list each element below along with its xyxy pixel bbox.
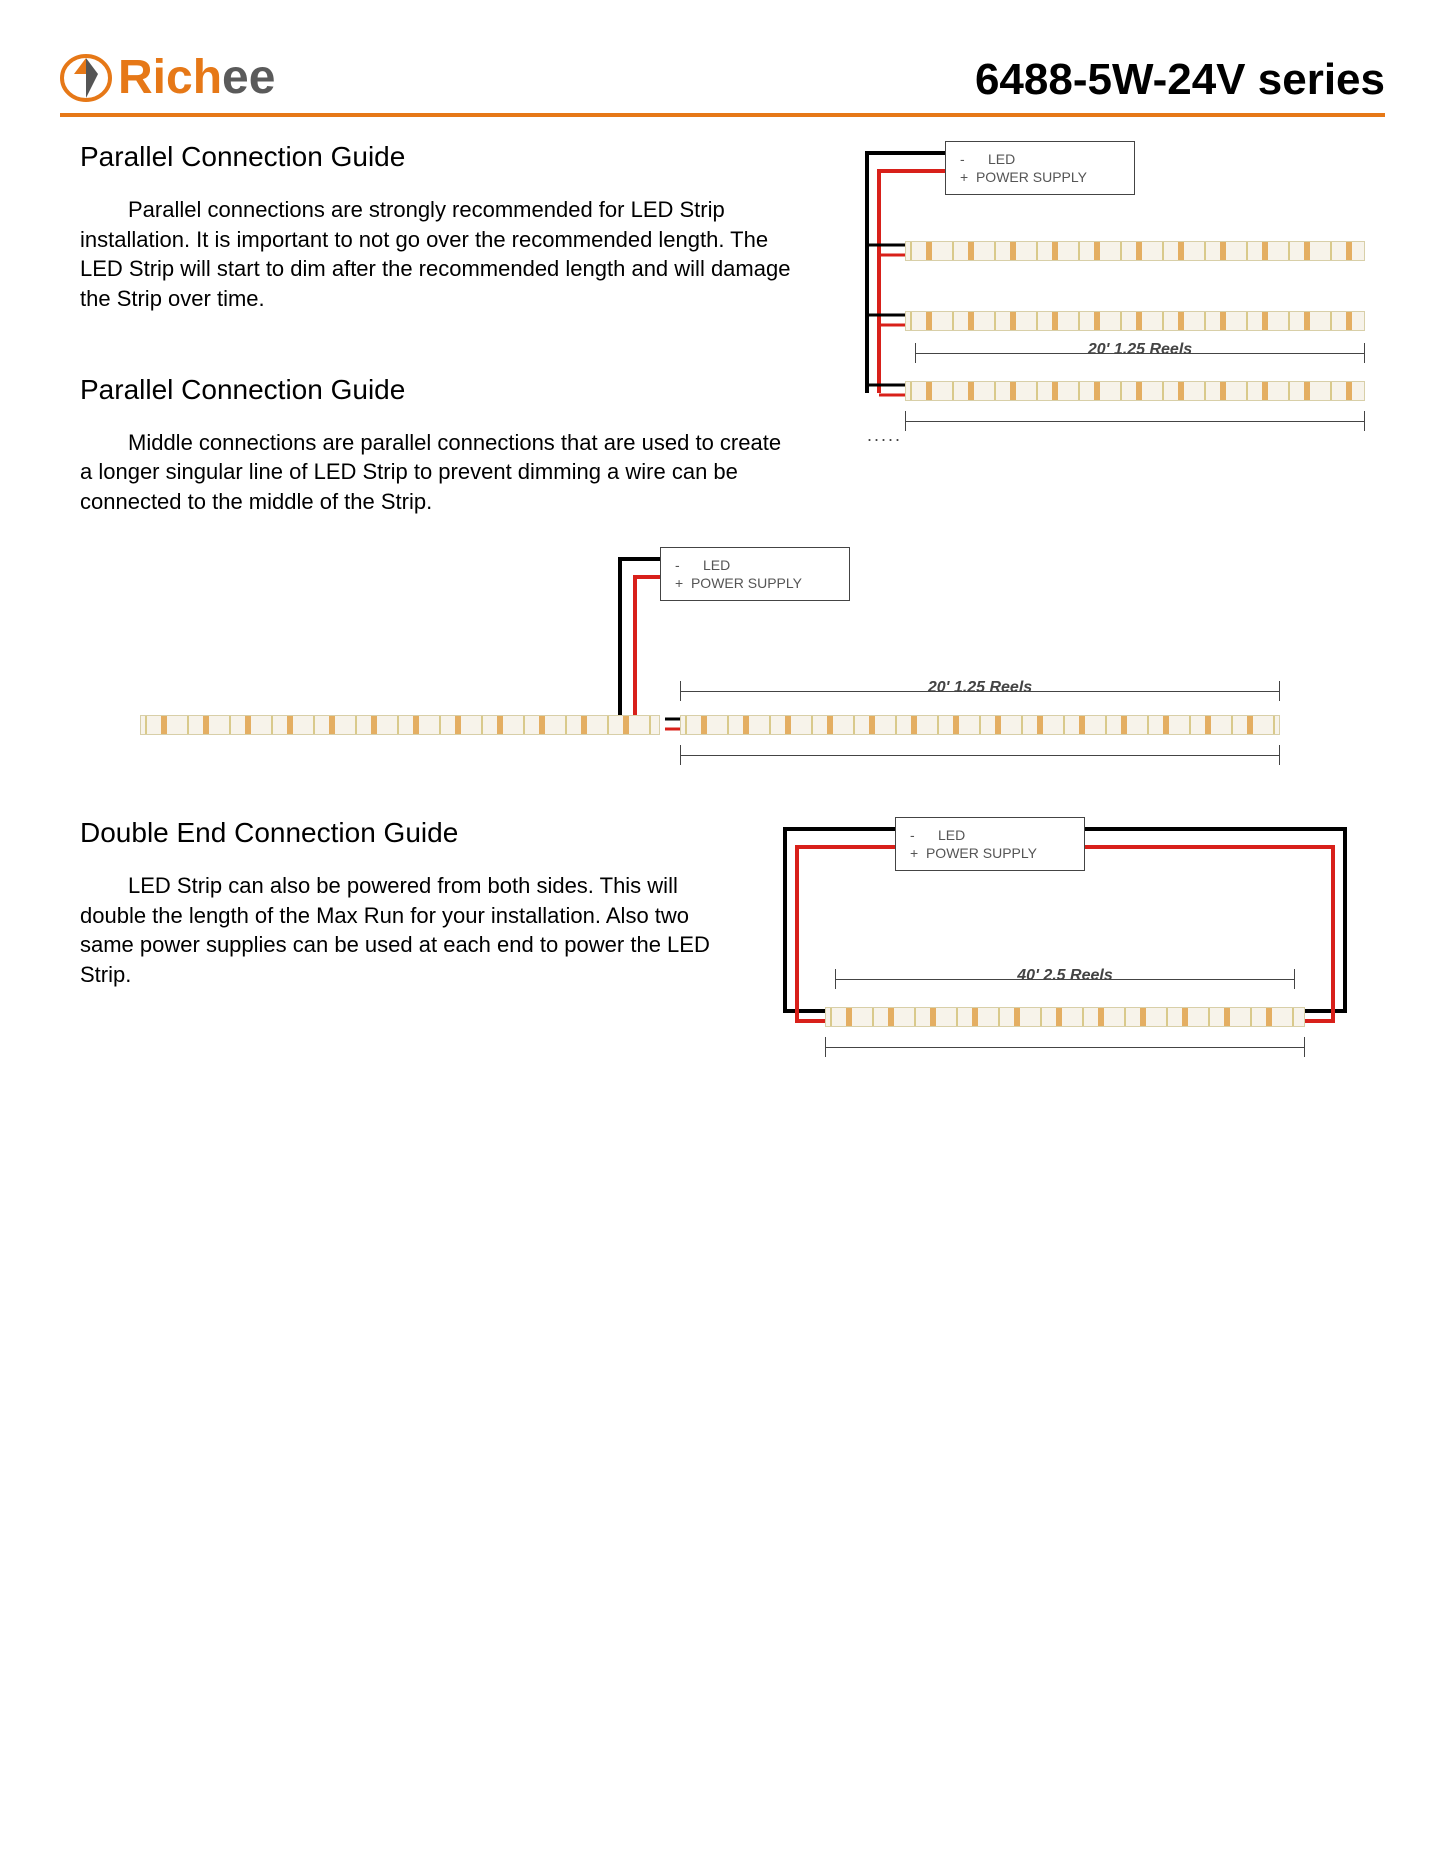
- section-body-text: LED Strip can also be powered from both …: [80, 871, 715, 990]
- section-double-end: Double End Connection Guide LED Strip ca…: [60, 817, 1385, 1107]
- led-strip: [680, 715, 1280, 735]
- section-body-text: Parallel connections are strongly recomm…: [80, 195, 795, 314]
- wiring-svg: [745, 817, 1385, 1107]
- page-title: 6488-5W-24V series: [975, 55, 1385, 105]
- led-strip: [825, 1007, 1305, 1027]
- led-strip: [905, 241, 1365, 261]
- led-strip: [905, 381, 1365, 401]
- section-heading: Parallel Connection Guide: [60, 141, 795, 173]
- section-heading: Parallel Connection Guide: [60, 374, 795, 406]
- logo-text: Richee: [118, 50, 275, 105]
- brand-logo: Richee: [60, 50, 275, 105]
- diagram-parallel: - LED + POWER SUPPLY: [825, 141, 1385, 471]
- led-strip: [905, 311, 1365, 331]
- header-rule: [60, 113, 1385, 117]
- logo-icon: [60, 52, 112, 104]
- led-strip: [140, 715, 660, 735]
- reel-label: 20' 1.25 Reels: [680, 679, 1280, 697]
- page-header: Richee 6488-5W-24V series: [60, 50, 1385, 105]
- dimension-line: [825, 1037, 1305, 1057]
- dimension-line: [680, 745, 1280, 765]
- dimension-line: [905, 411, 1365, 431]
- diagram-double-end: - LED + POWER SUPPLY 40' 2.5 Reels: [745, 817, 1385, 1107]
- section-body-text: Middle connections are parallel connecti…: [80, 428, 795, 517]
- reel-label: 20' 1.25 Reels: [915, 341, 1365, 359]
- continuation-dots: .....: [859, 425, 902, 446]
- section-parallel-1: Parallel Connection Guide Parallel conne…: [60, 141, 1385, 517]
- section-heading: Double End Connection Guide: [60, 817, 715, 849]
- diagram-middle-connection: - LED + POWER SUPPLY 20' 1.25 Reels: [60, 547, 1385, 777]
- reel-label: 40' 2.5 Reels: [835, 967, 1295, 985]
